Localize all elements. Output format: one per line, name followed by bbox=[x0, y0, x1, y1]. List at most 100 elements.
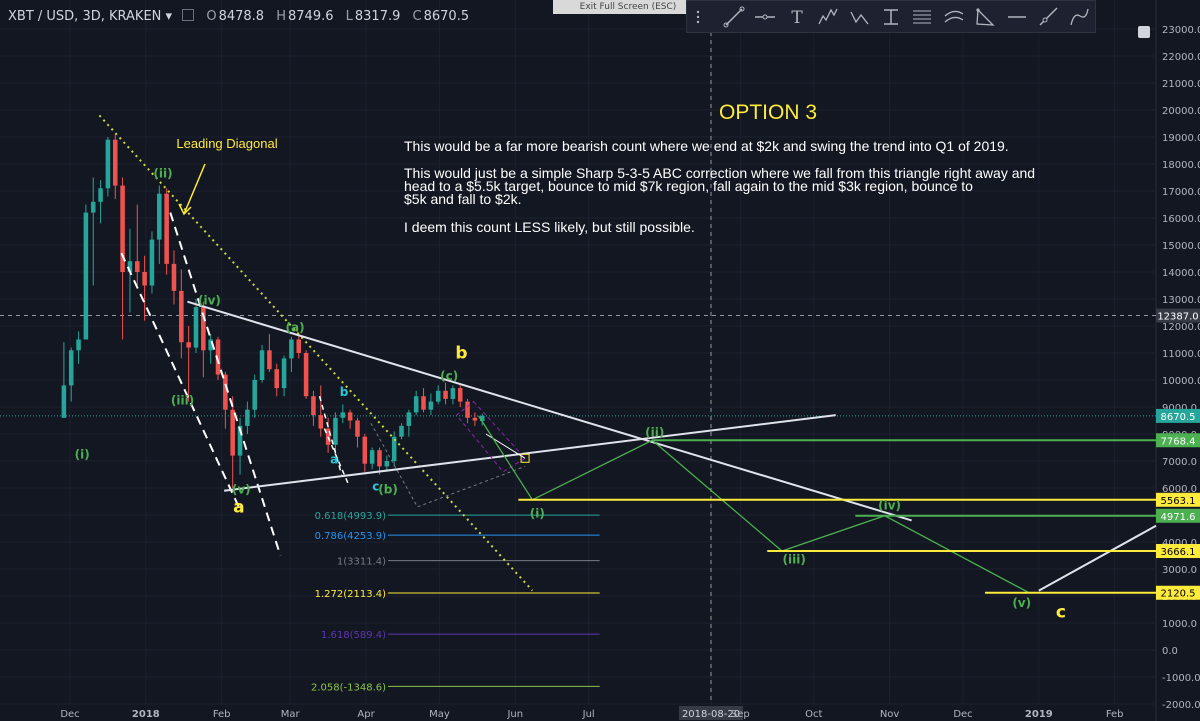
wave-label: a bbox=[330, 453, 338, 467]
low-value: 8317.9 bbox=[354, 9, 401, 24]
symbol-label[interactable]: XBT / USD, 3D, KRAKEN bbox=[8, 9, 162, 24]
y-tick-label: 7000.0 bbox=[1162, 457, 1197, 468]
low-label: L bbox=[345, 9, 353, 24]
close-value: 8670.5 bbox=[423, 9, 470, 24]
candle-body bbox=[208, 339, 213, 351]
candle-body bbox=[252, 380, 257, 410]
x-tick-label: 2019 bbox=[1025, 709, 1053, 720]
candle-body bbox=[68, 350, 74, 386]
horizontal-line-icon[interactable] bbox=[750, 1, 781, 32]
price-label-bg bbox=[1156, 433, 1200, 448]
candle-body bbox=[230, 409, 235, 456]
annotation-line: This would just be a simple Sharp 5-3-5 … bbox=[404, 165, 1036, 181]
candle-body bbox=[406, 412, 412, 426]
ray-icon[interactable] bbox=[1032, 1, 1063, 32]
text-icon[interactable]: T bbox=[781, 1, 812, 32]
x-tick-label: Feb bbox=[213, 709, 231, 720]
wave-label: (iii) bbox=[783, 553, 806, 567]
fib-level-label: 0.786(4253.9) bbox=[315, 531, 387, 542]
exit-fullscreen-button[interactable]: Exit Full Screen (ESC) bbox=[553, 0, 703, 14]
candle-body bbox=[157, 193, 162, 240]
price-scale-menu-icon[interactable] bbox=[1138, 26, 1150, 38]
triangle-icon[interactable] bbox=[970, 1, 1001, 32]
candle-body bbox=[311, 396, 316, 416]
candle-body bbox=[347, 412, 353, 421]
y-tick-label: 6000.0 bbox=[1162, 484, 1197, 495]
elliott-wave-12345-icon[interactable] bbox=[813, 1, 844, 32]
y-tick-label: 11000.0 bbox=[1162, 349, 1200, 360]
wave-label: (iii) bbox=[171, 393, 194, 407]
leading-diagonal-label: Leading Diagonal bbox=[176, 136, 277, 151]
annotation-title: OPTION 3 bbox=[718, 101, 818, 124]
elliott-wave-abc-icon[interactable] bbox=[844, 1, 875, 32]
candle-body bbox=[171, 263, 177, 291]
chevron-down-icon[interactable]: ▾ bbox=[165, 9, 173, 24]
price-label-bg bbox=[1156, 508, 1200, 523]
fib-retracement-icon[interactable] bbox=[875, 1, 906, 32]
x-tick-label: May bbox=[429, 709, 450, 720]
y-tick-label: 17000.0 bbox=[1162, 187, 1200, 198]
candle-body bbox=[479, 415, 485, 422]
fib-extension-icon[interactable] bbox=[907, 1, 938, 32]
wave-label: (v) bbox=[232, 482, 251, 496]
annotation-line: This would be a far more bearish count w… bbox=[404, 138, 1009, 154]
high-value: 8749.6 bbox=[288, 9, 334, 24]
candle-body bbox=[472, 417, 478, 421]
y-tick-label: 18000.0 bbox=[1162, 160, 1200, 171]
candle-body bbox=[215, 339, 221, 375]
wave-label: b bbox=[340, 385, 349, 399]
candle-body bbox=[413, 396, 419, 413]
open-label: O bbox=[206, 9, 217, 24]
candle-body bbox=[384, 461, 390, 467]
x-tick-label: Dec bbox=[60, 709, 79, 720]
fib-level-label: 0.618(4993.9) bbox=[315, 511, 387, 522]
channel-icon[interactable] bbox=[938, 1, 969, 32]
price-label: 4971.6 bbox=[1161, 512, 1196, 523]
price-axis-background bbox=[1156, 0, 1200, 721]
x-tick-label: Feb bbox=[1106, 709, 1124, 720]
candle-body bbox=[355, 420, 360, 437]
trendline-icon[interactable] bbox=[718, 1, 749, 32]
wave-label: (b) bbox=[378, 482, 398, 496]
candle-body bbox=[76, 339, 81, 351]
candle-body bbox=[443, 390, 448, 399]
candle-body bbox=[399, 425, 404, 437]
pointer-tool-icon[interactable] bbox=[687, 1, 718, 32]
projected-recovery-line bbox=[1038, 524, 1157, 592]
annotation-line: $5k and fall to $2k. bbox=[404, 191, 522, 207]
diagonal-channel-lower bbox=[120, 252, 243, 513]
candle-body bbox=[112, 139, 118, 186]
open-value: 8478.8 bbox=[218, 9, 265, 24]
candle-body bbox=[237, 425, 243, 456]
triangle-lower-line bbox=[224, 414, 836, 492]
y-tick-label: 1000.0 bbox=[1162, 619, 1197, 630]
candle-body bbox=[362, 436, 368, 464]
wave-label: b bbox=[455, 343, 467, 363]
x-tick-label: Sep bbox=[731, 709, 750, 720]
wave-label: c bbox=[372, 480, 379, 494]
candle-body bbox=[457, 388, 463, 402]
compare-square-icon[interactable] bbox=[182, 9, 195, 21]
y-tick-label: 23000.0 bbox=[1162, 25, 1200, 36]
candle-body bbox=[377, 450, 382, 467]
horizontal-segment-icon[interactable] bbox=[1001, 1, 1032, 32]
candle-body bbox=[193, 307, 199, 348]
wave-label: (a) bbox=[286, 320, 305, 334]
candle-body bbox=[245, 409, 250, 426]
price-label-bg bbox=[1156, 585, 1200, 600]
crosshair-price-label-bg bbox=[1156, 308, 1200, 323]
price-label-bg bbox=[1156, 544, 1200, 559]
candle-body bbox=[281, 358, 287, 389]
y-tick-label: 4000.0 bbox=[1162, 538, 1197, 549]
x-tick-label: Oct bbox=[805, 709, 822, 720]
candle-body bbox=[259, 350, 265, 380]
crosshair-time-label: 2018-08-20 bbox=[682, 709, 740, 720]
path-icon[interactable] bbox=[1064, 1, 1095, 32]
candle-body bbox=[421, 396, 426, 410]
candle-body bbox=[149, 239, 155, 286]
annotation-paragraph-1: This would be a far more bearish count w… bbox=[404, 138, 1009, 154]
diagonal-channel-upper bbox=[169, 212, 282, 556]
y-tick-label: 0.0 bbox=[1162, 646, 1178, 657]
